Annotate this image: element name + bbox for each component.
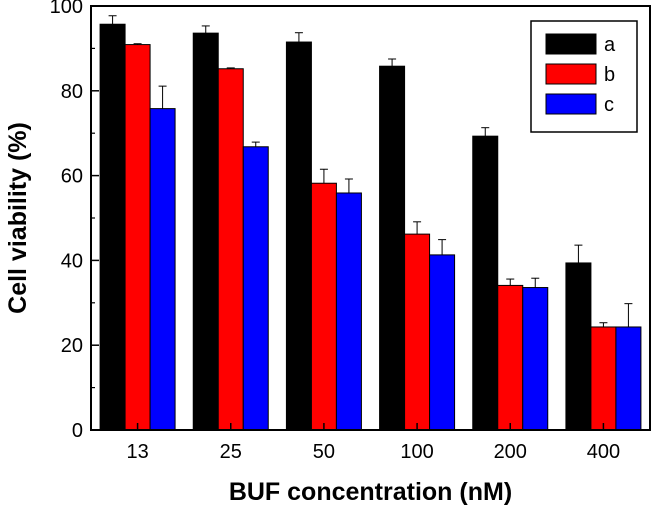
error-bar-c-13: [158, 85, 167, 109]
bar-c-13: [149, 108, 176, 431]
bar-b-100: [404, 233, 431, 431]
x-tick-label: 25: [220, 441, 242, 463]
axis-ticks-layer: 0 20 40 60 80 100 13 25 50 100 200 400: [50, 0, 620, 463]
error-bars-layer: [108, 15, 633, 327]
error-bar-c-400: [624, 303, 633, 327]
error-bar-a-13: [108, 15, 117, 25]
bar-c-50: [335, 192, 362, 431]
bar-a-400: [565, 262, 592, 431]
error-bar-b-100: [413, 221, 422, 235]
y-tick-label: 60: [61, 166, 83, 188]
error-bar-b-13: [133, 43, 142, 45]
bar-a-200: [472, 135, 499, 431]
error-bar-a-400: [574, 244, 583, 263]
error-bar-b-50: [319, 168, 328, 184]
y-tick-label: 40: [61, 250, 83, 272]
bar-b-200: [497, 284, 524, 431]
legend-label-b: b: [604, 64, 615, 86]
bar-a-50: [285, 41, 312, 431]
bar-b-25: [217, 68, 244, 431]
x-tick-label: 400: [587, 441, 620, 463]
x-tick-label: 13: [126, 441, 148, 463]
bar-c-100: [429, 254, 456, 431]
error-bar-b-200: [506, 278, 515, 286]
error-bar-c-100: [438, 239, 447, 255]
legend: abc: [530, 20, 638, 133]
bar-c-25: [242, 146, 269, 431]
error-bar-a-25: [201, 25, 210, 34]
bar-c-200: [522, 287, 549, 431]
y-tick-label: 0: [72, 420, 83, 442]
error-bar-a-100: [388, 58, 397, 67]
legend-swatch-b: [545, 63, 597, 85]
error-bar-b-25: [226, 67, 235, 69]
bar-a-100: [379, 65, 406, 431]
error-bar-a-200: [481, 127, 490, 137]
bar-b-400: [590, 326, 617, 431]
x-tick-label: 100: [400, 441, 433, 463]
y-tick-label: 100: [50, 0, 83, 18]
error-bar-c-200: [531, 277, 540, 288]
bar-c-400: [615, 326, 642, 431]
error-bar-c-50: [344, 178, 353, 193]
legend-swatch-c: [545, 93, 597, 115]
error-bar-b-400: [599, 322, 608, 327]
bar-b-50: [310, 182, 337, 431]
bar-a-25: [192, 32, 219, 431]
y-tick-label: 80: [61, 81, 83, 103]
y-tick-label: 20: [61, 335, 83, 357]
x-tick-label: 200: [494, 441, 527, 463]
error-bar-c-25: [251, 141, 260, 147]
legend-label-a: a: [604, 34, 616, 56]
x-axis-title: BUF concentration (nM): [229, 478, 512, 506]
y-axis-title: Cell viability (%): [4, 122, 32, 314]
bar-a-13: [99, 23, 126, 431]
error-bar-a-50: [294, 32, 303, 43]
bar-b-13: [124, 44, 151, 431]
x-tick-label: 50: [313, 441, 335, 463]
legend-swatch-a: [545, 33, 597, 55]
legend-label-c: c: [604, 94, 614, 116]
